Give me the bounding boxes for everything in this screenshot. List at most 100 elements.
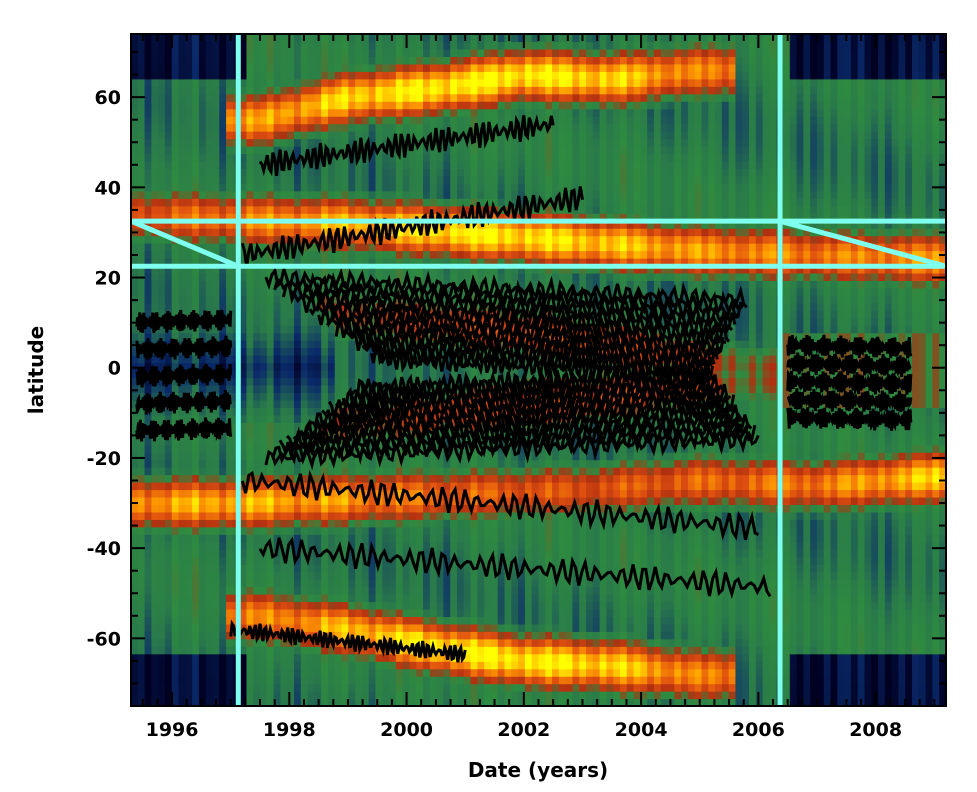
heatmap-cell [178,220,186,229]
heatmap-cell [137,41,146,50]
heatmap-cell [178,198,186,207]
heatmap-cell [375,370,383,379]
heatmap-cell [368,549,377,558]
heatmap-cell [457,138,465,147]
heatmap-cell [450,41,458,50]
heatmap-cell [334,93,343,102]
heatmap-cell [246,608,254,617]
heatmap-cell [273,519,282,528]
heatmap-cell [151,48,159,57]
heatmap-cell [395,474,404,483]
heatmap-cell [457,63,465,72]
heatmap-cell [436,243,445,252]
heatmap-cell [490,48,499,57]
heatmap-cell [368,220,377,229]
heatmap-cell [280,511,288,520]
heatmap-cell [436,175,445,184]
heatmap-cell [131,347,139,356]
heatmap-cell [226,653,234,662]
heatmap-cell [477,146,485,155]
heatmap-cell [341,250,349,259]
heatmap-cell [260,258,268,267]
heatmap-cell [151,474,159,483]
heatmap-cell [429,601,438,610]
heatmap-cell [205,407,214,416]
heatmap-cell [423,56,431,65]
heatmap-cell [226,41,234,50]
heatmap-cell [504,467,512,476]
heatmap-cell [450,220,458,229]
heatmap-cell [219,511,227,520]
heatmap-cell [205,452,214,461]
heatmap-cell [239,190,248,199]
heatmap-cell [246,220,254,229]
heatmap-cell [497,474,506,483]
heatmap-cell [137,407,146,416]
heatmap-cell [402,190,411,199]
heatmap-cell [144,287,152,296]
heatmap-cell [423,467,431,476]
heatmap-cell [192,108,200,117]
heatmap-cell [334,519,343,528]
heatmap-cell [178,631,186,640]
heatmap-cell [443,459,451,468]
heatmap-cell [260,138,268,147]
heatmap-cell [389,467,397,476]
heatmap-cell [327,108,336,117]
heatmap-cell [416,653,424,662]
heatmap-cell [307,586,315,595]
heatmap-cell [402,235,411,244]
heatmap-cell [321,519,329,528]
heatmap-cell [192,489,200,498]
heatmap-cell [497,511,506,520]
heatmap-cell [321,698,329,706]
heatmap-cell [355,616,363,625]
heatmap-cell [368,198,377,207]
heatmap-cell [246,653,254,662]
heatmap-cell [287,138,295,147]
heatmap-cell [327,511,336,520]
heatmap-cell [253,691,261,700]
heatmap-cell [151,340,159,349]
heatmap-cell [226,668,234,677]
heatmap-cell [341,482,349,491]
heatmap-cell [348,86,356,95]
heatmap-cell [355,48,363,57]
heatmap-cell [144,265,152,274]
heatmap-cell [429,265,438,274]
heatmap-cell [198,78,207,87]
heatmap-cell [219,160,227,169]
heatmap-cell [144,474,152,483]
heatmap-cell [457,489,465,498]
heatmap-cell [253,496,261,505]
heatmap-cell [450,287,458,296]
heatmap-cell [239,549,248,558]
heatmap-cell [164,123,173,132]
heatmap-cell [239,489,248,498]
heatmap-cell [436,265,445,274]
heatmap-cell [450,519,458,528]
heatmap-cell [246,676,254,685]
heatmap-cell [185,131,193,140]
heatmap-cell [314,78,322,87]
heatmap-cell [327,116,336,125]
heatmap-cell [151,56,159,65]
heatmap-cell [355,78,363,87]
heatmap-cell [158,295,166,304]
heatmap-cell [294,332,302,341]
heatmap-cell [266,228,275,237]
heatmap-cell [389,616,397,625]
heatmap-cell [144,183,152,192]
heatmap-cell [137,474,146,483]
heatmap-cell [266,444,275,453]
heatmap-cell [192,407,200,416]
heatmap-cell [158,146,166,155]
heatmap-cell [497,160,506,169]
heatmap-cell [484,243,492,252]
heatmap-cell [280,586,288,595]
heatmap-cell [321,168,329,177]
heatmap-cell [294,698,302,706]
heatmap-cell [164,153,173,162]
heatmap-cell [185,101,193,110]
heatmap-cell [490,601,499,610]
